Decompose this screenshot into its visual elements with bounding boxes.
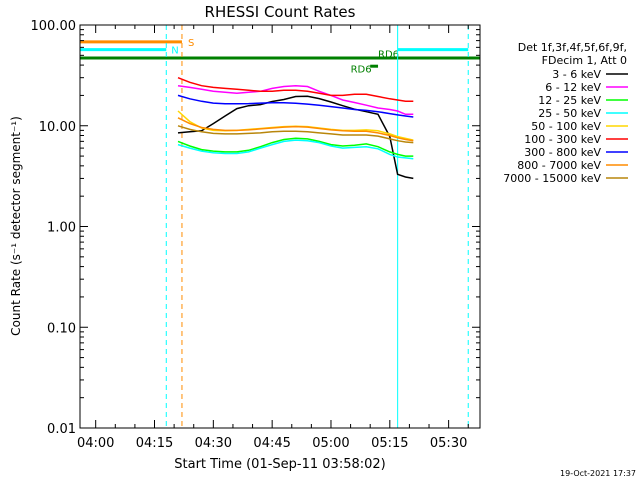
x-tick-label: 04:15 bbox=[136, 436, 173, 451]
x-axis: 04:00 04:15 04:30 04:45 05:00 05:15 05:30 bbox=[77, 25, 469, 451]
x-tick-label: 04:00 bbox=[77, 436, 114, 451]
series-line-8 bbox=[177, 117, 414, 142]
attenuator-state-bars: SN RD6 RD6 bbox=[80, 38, 480, 76]
annotation-s: S bbox=[188, 38, 194, 49]
annotation-rd6-2: RD6 bbox=[378, 49, 399, 60]
x-tick-label: 05:00 bbox=[312, 436, 349, 451]
legend: Det 1f,3f,4f,5f,6f,9f, FDecim 1, Att 0 3… bbox=[503, 41, 628, 185]
legend-label-8: 800 - 7000 keV bbox=[517, 159, 601, 172]
series-line-6 bbox=[177, 77, 414, 103]
y-axis-label: Count Rate (s⁻¹ detector segment⁻¹) bbox=[9, 116, 23, 336]
legend-label-4: 25 - 50 keV bbox=[538, 107, 601, 120]
y-tick-label: 0.10 bbox=[47, 321, 76, 336]
annotation-rd6: RD6 bbox=[351, 65, 372, 76]
legend-label-3: 12 - 25 keV bbox=[538, 94, 601, 107]
x-tick-label: 05:30 bbox=[430, 436, 467, 451]
y-axis: 0.01 0.10 1.00 10.00 100.00 bbox=[31, 19, 480, 437]
y-tick-label: 1.00 bbox=[47, 221, 76, 236]
series-line-7 bbox=[177, 94, 414, 118]
legend-header-line1: Det 1f,3f,4f,5f,6f,9f, bbox=[518, 41, 627, 54]
legend-label-6: 100 - 300 keV bbox=[524, 133, 601, 146]
legend-label-7: 300 - 800 keV bbox=[524, 146, 601, 159]
footer-timestamp: 19-Oct-2021 17:37 bbox=[560, 469, 636, 478]
y-tick-label: 0.01 bbox=[47, 422, 76, 437]
series-line-1 bbox=[177, 95, 414, 180]
series-group bbox=[177, 77, 414, 180]
series-line-9 bbox=[177, 125, 414, 144]
series-line-3 bbox=[177, 137, 414, 157]
series-line-2 bbox=[177, 84, 414, 116]
y-tick-label: 10.00 bbox=[39, 120, 76, 135]
plot-frame bbox=[79, 24, 481, 429]
legend-header-line2: FDecim 1, Att 0 bbox=[542, 54, 627, 67]
legend-label-5: 50 - 100 keV bbox=[531, 120, 601, 133]
time-marker-lines bbox=[79, 25, 469, 428]
legend-label-2: 6 - 12 keV bbox=[545, 81, 601, 94]
legend-label-9: 7000 - 15000 keV bbox=[503, 172, 601, 185]
series-line-4 bbox=[177, 139, 414, 160]
y-tick-label: 100.00 bbox=[31, 19, 77, 34]
x-tick-label: 05:15 bbox=[371, 436, 408, 451]
x-axis-label: Start Time (01-Sep-11 03:58:02) bbox=[174, 457, 385, 472]
legend-label-1: 3 - 6 keV bbox=[552, 68, 601, 81]
x-tick-label: 04:45 bbox=[253, 436, 290, 451]
annotation-n: N bbox=[171, 46, 178, 57]
chart-title: RHESSI Count Rates bbox=[205, 3, 356, 21]
x-tick-label: 04:30 bbox=[195, 436, 232, 451]
